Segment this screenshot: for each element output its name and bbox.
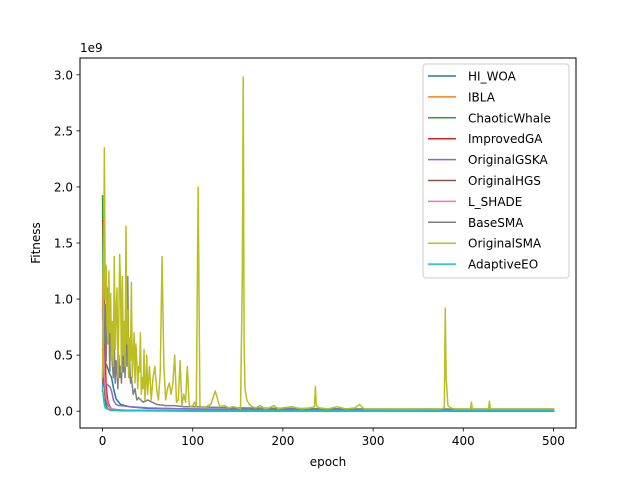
legend: HI_WOA IBLA ChaoticWhale ImprovedGA Original…: [422, 63, 570, 279]
x-tick-label: 300: [362, 434, 385, 448]
legend-label: IBLA: [468, 90, 496, 104]
legend-label: ChaoticWhale: [468, 111, 551, 125]
x-axis-label: epoch: [310, 455, 347, 469]
y-tick-label: 2.0: [54, 180, 73, 194]
y-tick-label: 0.5: [54, 349, 73, 363]
legend-label: L_SHADE: [468, 195, 522, 209]
y-axis-ticks: 0.0 0.5 1.0 1.5 2.0 2.5 3.0: [54, 68, 80, 419]
series-line-originalsma: [101, 76, 555, 410]
legend-label: AdaptiveEO: [468, 258, 538, 272]
x-tick-label: 400: [452, 434, 475, 448]
legend-label: HI_WOA: [468, 70, 517, 84]
legend-frame: [422, 63, 570, 279]
y-tick-label: 0.0: [54, 405, 73, 419]
legend-label: OriginalSMA: [468, 237, 542, 251]
y-axis-label: Fitness: [29, 222, 43, 264]
legend-label: OriginalGSKA: [468, 153, 549, 167]
x-tick-label: 500: [542, 434, 565, 448]
legend-label: OriginalHGS: [468, 174, 541, 188]
x-axis-ticks: 0 100 200 300 400 500: [99, 428, 565, 448]
y-tick-label: 2.5: [54, 124, 73, 138]
y-tick-label: 1.5: [54, 237, 73, 251]
y-tick-label: 3.0: [54, 68, 73, 82]
x-tick-label: 0: [99, 434, 107, 448]
legend-label: ImprovedGA: [468, 132, 543, 146]
legend-label: BaseSMA: [468, 216, 524, 230]
series-line-adaptiveeo: [101, 385, 555, 412]
series-line-originalgska: [101, 382, 555, 411]
x-tick-label: 200: [271, 434, 294, 448]
x-tick-label: 100: [181, 434, 204, 448]
y-tick-label: 1.0: [54, 293, 73, 307]
y-offset-text: 1e9: [80, 41, 103, 55]
series-layer: [101, 76, 555, 412]
